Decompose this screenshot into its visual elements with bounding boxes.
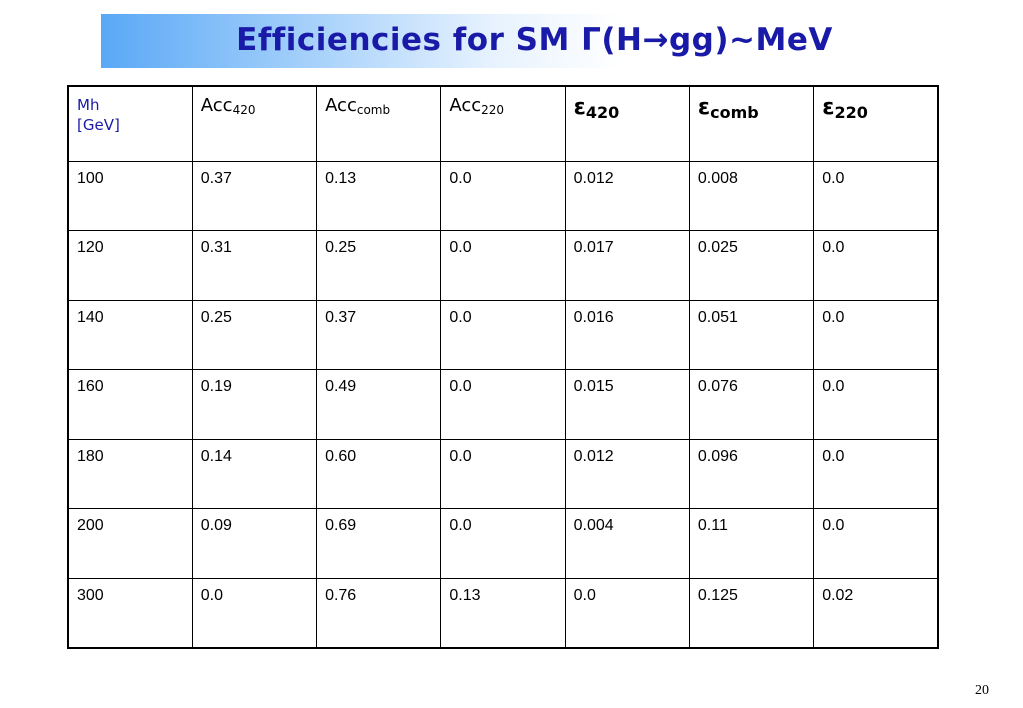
table-row: 120 0.31 0.25 0.0 0.017 0.025 0.0 xyxy=(67,230,939,301)
cell-acc-comb: 0.69 xyxy=(316,508,442,579)
slide-title: Efficiencies for SM Γ(H→gg)~MeV xyxy=(236,22,833,58)
header-acc-comb-sub: comb xyxy=(356,103,391,117)
table-row: 180 0.14 0.60 0.0 0.012 0.096 0.0 xyxy=(67,438,939,509)
cell-eps-420: 0.016 xyxy=(564,299,690,370)
cell-acc-comb: 0.25 xyxy=(316,230,442,301)
cell-eps-comb: 0.096 xyxy=(688,438,815,509)
header-eps-220-base: ε xyxy=(822,95,835,120)
cell-acc-420: 0.14 xyxy=(191,438,318,509)
header-acc-comb-base: Acc xyxy=(325,95,357,116)
cell-mh: 120 xyxy=(67,230,193,301)
header-acc-420: Acc420 xyxy=(191,85,318,162)
table-row: 200 0.09 0.69 0.0 0.004 0.11 0.0 xyxy=(67,508,939,579)
cell-eps-comb: 0.025 xyxy=(688,230,815,301)
header-acc-220-base: Acc xyxy=(449,95,482,116)
header-eps-220: ε220 xyxy=(813,85,939,162)
table-row: 160 0.19 0.49 0.0 0.015 0.076 0.0 xyxy=(67,369,939,440)
cell-eps-220: 0.0 xyxy=(813,230,939,301)
table-row: 140 0.25 0.37 0.0 0.016 0.051 0.0 xyxy=(67,299,939,370)
table-header-row: Mh [GeV] Acc420 Acccomb Acc220 ε420 εcom… xyxy=(67,85,939,162)
cell-mh: 160 xyxy=(67,369,193,440)
table-row: 100 0.37 0.13 0.0 0.012 0.008 0.0 xyxy=(67,160,939,231)
header-acc-420-sub: 420 xyxy=(232,103,256,117)
header-eps-420-sub: 420 xyxy=(585,103,620,122)
cell-acc-220: 0.0 xyxy=(440,160,566,231)
cell-acc-comb: 0.60 xyxy=(316,438,442,509)
cell-mh: 100 xyxy=(67,160,193,231)
cell-mh: 180 xyxy=(67,438,193,509)
cell-acc-420: 0.25 xyxy=(191,299,318,370)
cell-acc-420: 0.09 xyxy=(191,508,318,579)
cell-mh: 300 xyxy=(67,577,193,648)
page-number: 20 xyxy=(975,683,989,698)
title-banner: Efficiencies for SM Γ(H→gg)~MeV xyxy=(101,14,968,68)
cell-eps-comb: 0.008 xyxy=(688,160,815,231)
header-eps-420: ε420 xyxy=(564,85,690,162)
cell-acc-comb: 0.37 xyxy=(316,299,442,370)
cell-acc-comb: 0.13 xyxy=(316,160,442,231)
cell-acc-220: 0.0 xyxy=(440,438,566,509)
cell-acc-420: 0.19 xyxy=(191,369,318,440)
cell-acc-420: 0.31 xyxy=(191,230,318,301)
header-eps-comb-sub: comb xyxy=(710,103,759,122)
efficiency-table: Mh [GeV] Acc420 Acccomb Acc220 ε420 εcom… xyxy=(67,85,939,649)
header-eps-comb: εcomb xyxy=(688,85,815,162)
cell-eps-220: 0.0 xyxy=(813,299,939,370)
cell-eps-220: 0.02 xyxy=(813,577,939,648)
cell-acc-220: 0.0 xyxy=(440,230,566,301)
cell-eps-420: 0.012 xyxy=(564,438,690,509)
cell-eps-220: 0.0 xyxy=(813,369,939,440)
header-acc-comb: Acccomb xyxy=(316,85,442,162)
cell-eps-comb: 0.051 xyxy=(688,299,815,370)
cell-eps-220: 0.0 xyxy=(813,160,939,231)
table-row: 300 0.0 0.76 0.13 0.0 0.125 0.02 xyxy=(67,577,939,648)
cell-acc-comb: 0.76 xyxy=(316,577,442,648)
header-eps-220-sub: 220 xyxy=(834,103,868,122)
cell-eps-420: 0.0 xyxy=(564,577,690,648)
cell-mh: 200 xyxy=(67,508,193,579)
cell-eps-220: 0.0 xyxy=(813,508,939,579)
header-acc-220-sub: 220 xyxy=(481,103,505,117)
header-acc-420-base: Acc xyxy=(200,95,233,116)
header-acc-220: Acc220 xyxy=(440,85,566,162)
cell-eps-420: 0.004 xyxy=(564,508,690,579)
cell-eps-comb: 0.11 xyxy=(688,508,815,579)
cell-eps-comb: 0.125 xyxy=(688,577,815,648)
cell-acc-comb: 0.49 xyxy=(316,369,442,440)
header-mh-label: Mh xyxy=(77,96,100,114)
table-body: 100 0.37 0.13 0.0 0.012 0.008 0.0 120 0.… xyxy=(67,160,939,648)
header-eps-420-base: ε xyxy=(573,95,586,120)
header-mh-unit: [GeV] xyxy=(77,116,120,134)
header-mh: Mh [GeV] xyxy=(67,85,193,162)
cell-eps-420: 0.015 xyxy=(564,369,690,440)
cell-mh: 140 xyxy=(67,299,193,370)
cell-acc-420: 0.0 xyxy=(191,577,318,648)
cell-eps-420: 0.012 xyxy=(564,160,690,231)
cell-acc-220: 0.0 xyxy=(440,369,566,440)
cell-eps-420: 0.017 xyxy=(564,230,690,301)
cell-eps-comb: 0.076 xyxy=(688,369,815,440)
cell-acc-420: 0.37 xyxy=(191,160,318,231)
cell-eps-220: 0.0 xyxy=(813,438,939,509)
cell-acc-220: 0.0 xyxy=(440,508,566,579)
cell-acc-220: 0.0 xyxy=(440,299,566,370)
header-eps-comb-base: ε xyxy=(697,95,711,120)
cell-acc-220: 0.13 xyxy=(440,577,566,648)
